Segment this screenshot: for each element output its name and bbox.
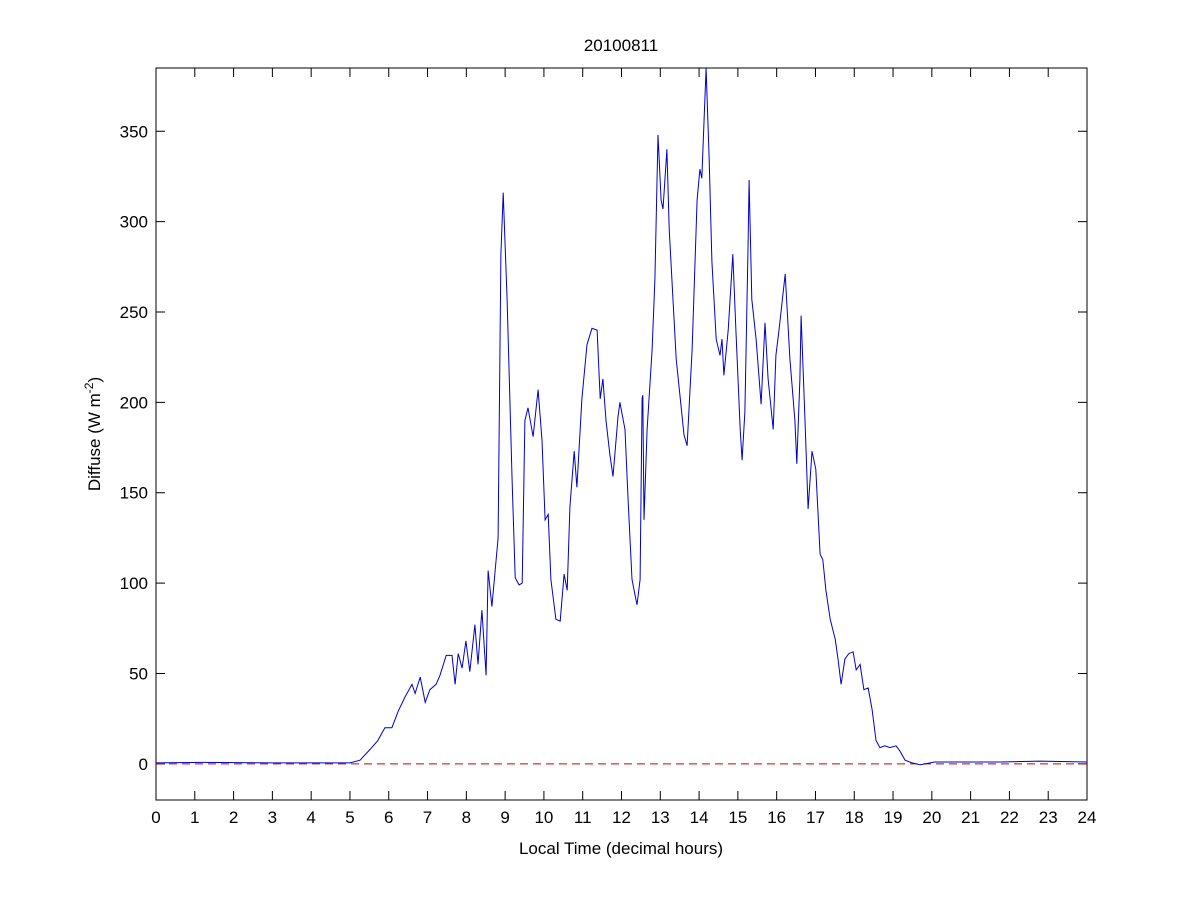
x-tick-label: 13 [651,808,670,827]
x-tick-label: 14 [690,808,709,827]
y-tick-label: 200 [120,393,148,412]
x-tick-label: 6 [384,808,393,827]
y-tick-label: 100 [120,574,148,593]
x-tick-label: 9 [500,808,509,827]
x-tick-label: 15 [728,808,747,827]
y-tick-label: 350 [120,122,148,141]
plot-area [155,67,1088,801]
x-tick-label: 3 [268,808,277,827]
diffuse-series-line [155,67,1088,766]
y-axis-label: Diffuse (W m-2) [82,377,104,491]
x-tick-label: 17 [806,808,825,827]
x-tick-label: 16 [767,808,786,827]
x-tick-label: 18 [845,808,864,827]
chart-title: 20100811 [584,36,658,55]
y-axis-label-sup: -2 [82,382,96,393]
x-axis-label: Local Time (decimal hours) [519,839,723,858]
x-tick-label: 12 [612,808,631,827]
y-tick-label: 300 [120,213,148,232]
x-tick-label: 1 [190,808,199,827]
x-tick-label: 0 [151,808,160,827]
axis-ticks [155,68,1088,800]
x-tick-label: 23 [1039,808,1058,827]
x-tick-label: 5 [345,808,354,827]
y-tick-label: 150 [120,484,148,503]
x-tick-label: 7 [423,808,432,827]
x-tick-label: 21 [961,808,980,827]
y-axis-label-main: Diffuse (W m [85,393,104,491]
y-tick-label: 250 [120,303,148,322]
y-axis-label-close: ) [85,377,104,383]
x-tick-label: 4 [306,808,315,827]
x-tick-label: 24 [1078,808,1097,827]
x-tick-label: 22 [1000,808,1019,827]
x-tick-labels: 0 1 2 3 4 5 6 7 8 9 10 11 12 13 14 15 16 17 18 19 20 21 22 23 24 [151,808,1096,827]
y-tick-label: 0 [139,755,148,774]
x-tick-label: 19 [884,808,903,827]
x-tick-label: 11 [574,808,592,827]
x-tick-label: 2 [229,808,238,827]
y-tick-labels: 0 50 100 150 200 250 300 350 [120,122,148,774]
x-tick-label: 20 [922,808,941,827]
x-tick-label: 8 [462,808,471,827]
y-tick-label: 50 [129,664,148,683]
x-tick-label: 10 [534,808,553,827]
